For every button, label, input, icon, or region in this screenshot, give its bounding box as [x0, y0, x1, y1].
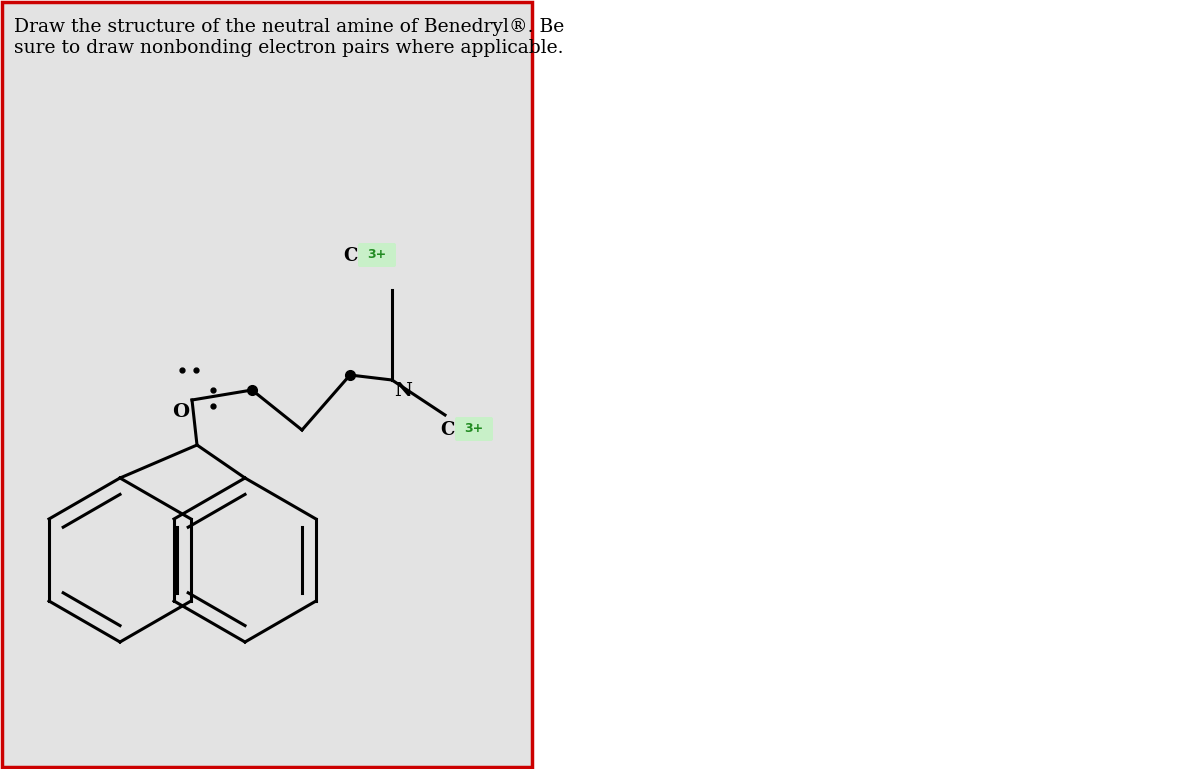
Text: N: N: [394, 382, 412, 400]
Text: 3+: 3+: [464, 422, 484, 435]
Text: Draw the structure of the neutral amine of Benedryl®. Be
sure to draw nonbonding: Draw the structure of the neutral amine …: [14, 18, 564, 57]
FancyBboxPatch shape: [358, 243, 396, 267]
Text: C: C: [440, 421, 455, 439]
Text: 3+: 3+: [367, 248, 386, 261]
FancyBboxPatch shape: [2, 2, 532, 767]
Text: C: C: [343, 247, 358, 265]
Text: O: O: [172, 403, 190, 421]
FancyBboxPatch shape: [455, 417, 493, 441]
